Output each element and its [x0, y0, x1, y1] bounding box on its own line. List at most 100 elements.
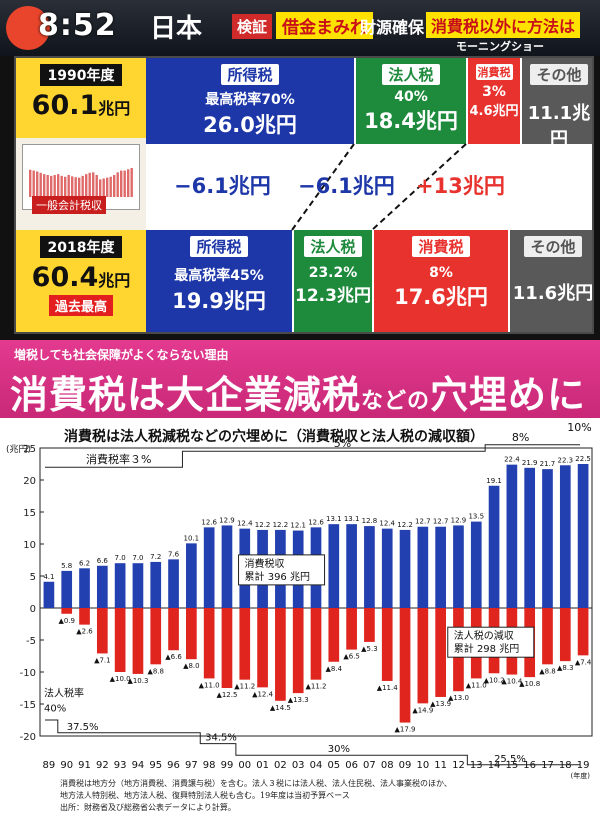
corporate-tax-loss-label: ▲10.0 [110, 675, 131, 683]
year-1990-total: 60.1兆円 [31, 90, 131, 121]
year-1990-label: 1990年度 [39, 64, 123, 86]
corporate-tax-loss-label: ▲17.9 [395, 726, 416, 734]
note-line: 消費税は地方分（地方消費税、消費譲与税）を含む。法人３税には法人税、法人住民税、… [60, 779, 452, 788]
consumption-tax-value-label: 6.6 [97, 557, 109, 565]
corporate-total-callout-box [447, 626, 535, 658]
chart-notes: 消費税は地方分（地方消費税、消費譲与税）を含む。法人３税には法人税、法人住民税、… [60, 778, 452, 814]
mini-chart-bar [53, 175, 56, 197]
income-tax-2018: 所得税 最高税率45% 19.9兆円 [146, 230, 292, 332]
consumption-total-callout-box [238, 554, 326, 586]
corporate-total-title: 法人税の減収 [454, 629, 514, 642]
consumption-rate-label: 消費税率３% [86, 452, 151, 466]
x-tick-label: 05 [327, 760, 340, 771]
x-tick-label: 94 [132, 760, 145, 771]
corporate-tax-2018-rate: 23.2% [308, 265, 358, 281]
x-tick-label: 01 [256, 760, 269, 771]
x-tick-label: 08 [381, 760, 394, 771]
corporate-tax-loss-bar [310, 608, 322, 680]
corporate-tax-loss-label: ▲0.9 [58, 617, 75, 625]
consumption-rate-step-line [45, 444, 580, 468]
mini-chart-panel: 一般会計税収 [16, 138, 146, 230]
corporate-tax-loss-bar [132, 608, 144, 674]
consumption-tax-bar [150, 561, 162, 608]
x-tick-label: 13 [470, 760, 483, 771]
x-tick-label: 91 [78, 760, 91, 771]
corporate-tax-loss-label: ▲11.2 [306, 683, 327, 691]
corporate-tax-loss-bar [399, 608, 411, 723]
corporate-tax-loss-label: ▲5.3 [361, 645, 378, 653]
corporate-tax-diff: −6.1兆円 [298, 174, 395, 198]
other-tax-2018: その他 11.6兆円 [510, 230, 592, 332]
corporate-tax-1990-rate: 40% [394, 89, 428, 105]
corporate-tax-loss-label: ▲13.0 [448, 694, 469, 702]
note-line: 地方法人特別税、地方法人税、復興特別法人税も含む。19年度は当初予算ベース [60, 791, 350, 800]
income-tax-2018-rate: 最高税率45% [174, 268, 264, 284]
corporate-tax-loss-bar [79, 608, 90, 625]
other-tax-2018-title: その他 [524, 236, 582, 257]
x-tick-label: 14 [488, 760, 501, 771]
x-tick-label: 19 [577, 760, 590, 771]
consumption-tax-bar [399, 529, 411, 608]
mini-chart-bar [43, 174, 46, 197]
consumption-tax-bar [132, 563, 144, 608]
consumption-tax-value-label: 7.0 [132, 554, 143, 562]
diff-connector-lines [291, 143, 467, 231]
corporate-tax-loss-bar [292, 608, 304, 694]
consumption-tax-value-label: 4.1 [43, 573, 54, 581]
mini-chart-bar [123, 170, 126, 197]
consumption-rate-5: 5% [334, 437, 351, 450]
corporate-tax-loss-label: ▲11.0 [466, 681, 487, 689]
corporate-tax-loss-label: ▲10.4 [501, 678, 523, 686]
record-high-badge: 過去最高 [48, 295, 113, 316]
corporate-tax-2018-title: 法人税 [304, 236, 362, 257]
x-tick-label: 96 [167, 760, 180, 771]
corporate-tax-loss-bar [577, 608, 589, 656]
x-tick-label: 03 [292, 760, 305, 771]
mini-chart-bar [32, 170, 35, 197]
consumption-tax-value-label: 6.2 [79, 559, 90, 567]
corporate-tax-loss-label: ▲6.5 [343, 653, 360, 661]
corporate-tax-loss-label: ▲12.5 [216, 691, 237, 699]
consumption-tax-value-label: 7.2 [150, 553, 161, 561]
chart-title: 消費税は法人税減税などの穴埋めに（消費税収と法人税の減収額） [64, 429, 484, 445]
mini-chart-bar [64, 176, 67, 197]
income-tax-diff: −6.1兆円 [174, 174, 271, 198]
x-tick-label: 90 [60, 760, 73, 771]
mini-chart-bar [71, 176, 74, 197]
consumption-tax-bar [186, 543, 197, 608]
mini-chart-bar [67, 175, 70, 197]
other-tax-1990-title: その他 [530, 64, 588, 85]
corporate-tax-loss-label: ▲10.8 [519, 680, 540, 688]
fund-tag: 財源確保 [360, 18, 425, 37]
corporate-rate-34-5: 34.5% [205, 733, 237, 744]
consumption-tax-value-label: 13.5 [468, 513, 484, 521]
year-2018-cell: 2018年度 60.4兆円 過去最高 [16, 230, 146, 332]
tax-chart: 消費税は法人税減税などの穴埋めに（消費税収と法人税の減収額） (兆円) 25 20 1… [0, 418, 600, 823]
corporate-tax-loss-label: ▲7.4 [575, 658, 592, 666]
income-tax-2018-amount: 19.9兆円 [172, 289, 266, 313]
corporate-tax-1990-amount: 18.4兆円 [364, 109, 458, 133]
x-axis-unit: (年度) [571, 771, 591, 780]
corporate-tax-2018: 法人税 23.2% 12.3兆円 [294, 230, 372, 332]
consumption-tax-bar [43, 581, 55, 608]
consumption-tax-value-label: 21.7 [540, 460, 556, 468]
consumption-tax-diff: +13兆円 [416, 174, 505, 198]
corporate-rate-title: 法人税率 [44, 686, 84, 699]
mini-chart-bar [113, 175, 116, 197]
corporate-rate-30: 30% [328, 744, 350, 755]
x-tick-label: 92 [96, 760, 109, 771]
income-tax-1990: 所得税 最高税率70% 26.0兆円 [146, 58, 354, 144]
corporate-tax-loss-bar [221, 608, 233, 688]
consumption-tax-bar [364, 526, 375, 608]
mini-chart-bar [60, 175, 63, 197]
consumption-total-value: 累計 396 兆円 [245, 570, 310, 583]
consumption-tax-value-label: 22.5 [575, 455, 591, 463]
tv-panel: 8:52 日本 検証 借金まみれ 財源確保 消費税以外に方法は モーニングショー… [0, 0, 600, 340]
consumption-tax-value-label: 12.9 [451, 516, 467, 524]
mini-chart-bar [74, 177, 77, 197]
consumption-tax-value-label: 12.4 [379, 520, 395, 528]
headline-band: 増税しても社会保障がよくならない理由 消費税は大企業減税などの穴埋めに [0, 340, 600, 418]
consumption-tax-value-label: 12.7 [415, 518, 431, 526]
corporate-tax-loss-bar [328, 608, 340, 662]
corporate-tax-1990-title: 法人税 [382, 64, 440, 85]
